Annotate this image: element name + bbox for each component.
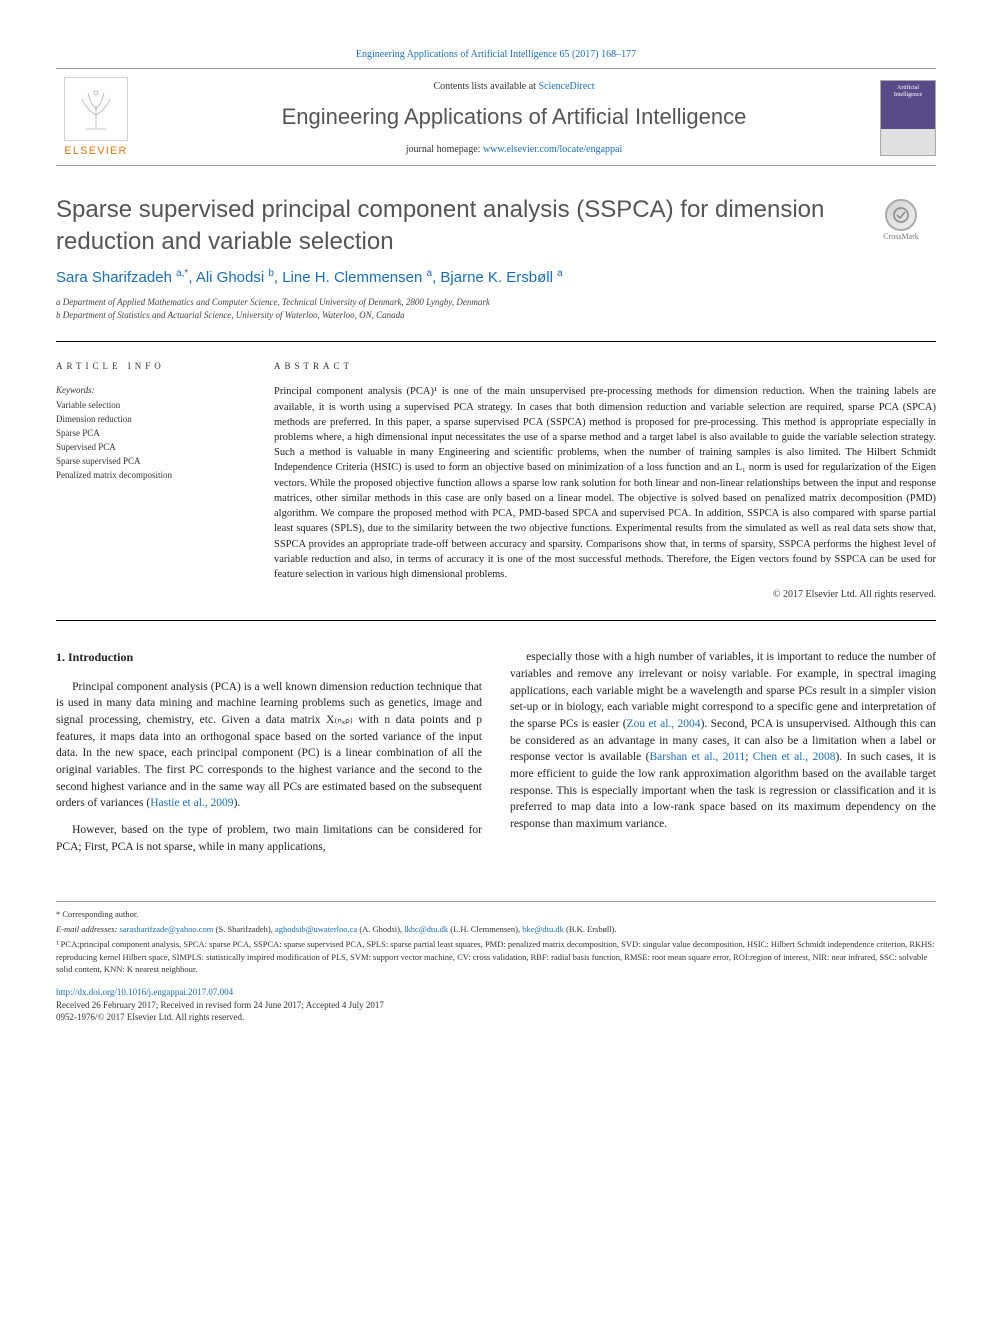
received-line: Received 26 February 2017; Received in r… [56, 999, 936, 1012]
article-title: Sparse supervised principal component an… [56, 194, 866, 256]
contents-prefix: Contents lists available at [433, 81, 538, 92]
section-heading: 1. Introduction [56, 649, 482, 666]
banner-center: Contents lists available at ScienceDirec… [148, 80, 880, 157]
title-row: Sparse supervised principal component an… [56, 194, 936, 256]
affiliation-a: a Department of Applied Mathematics and … [56, 296, 936, 310]
article-info-label: ARTICLE INFO [56, 360, 246, 373]
header-citation: Engineering Applications of Artificial I… [56, 48, 936, 62]
affiliation-b: b Department of Statistics and Actuarial… [56, 309, 936, 323]
keyword: Penalized matrix decomposition [56, 469, 246, 483]
crossmark-badge[interactable]: CrossMark [866, 194, 936, 246]
abstract-copyright: © 2017 Elsevier Ltd. All rights reserved… [274, 588, 936, 602]
footnotes: * Corresponding author. E-mail addresses… [56, 901, 936, 976]
body-paragraph: However, based on the type of problem, t… [56, 822, 482, 855]
journal-name: Engineering Applications of Artificial I… [148, 102, 880, 133]
keyword: Sparse supervised PCA [56, 455, 246, 469]
keyword: Sparse PCA [56, 427, 246, 441]
info-abstract-row: ARTICLE INFO Keywords: Variable selectio… [56, 360, 936, 602]
citation-link[interactable]: Hastie et al., 2009 [150, 797, 233, 809]
rule-top [56, 341, 936, 342]
body-paragraph: especially those with a high number of v… [510, 649, 936, 832]
doi-link[interactable]: http://dx.doi.org/10.1016/j.engappai.201… [56, 987, 233, 997]
rule-bottom [56, 620, 936, 621]
citation-link[interactable]: Barshan et al., 2011 [649, 751, 745, 763]
keyword: Supervised PCA [56, 441, 246, 455]
page-root: Engineering Applications of Artificial I… [0, 0, 992, 1064]
crossmark-label: CrossMark [883, 231, 919, 242]
cover-line2: Intelligence [894, 92, 922, 99]
journal-cover-thumb: Artificial Intelligence [880, 80, 936, 156]
journal-banner: ELSEVIER Contents lists available at Sci… [56, 68, 936, 166]
abstract-text: Principal component analysis (PCA)¹ is o… [274, 384, 936, 582]
cover-line1: Artificial [897, 85, 919, 92]
publisher-logo: ELSEVIER [56, 77, 136, 159]
publisher-name: ELSEVIER [64, 144, 127, 159]
section-num: 1. [56, 650, 65, 664]
email-link[interactable]: bke@dtu.dk [522, 924, 564, 934]
doi-block: http://dx.doi.org/10.1016/j.engappai.201… [56, 986, 936, 1024]
abbreviations: ¹ PCA:principal component analysis, SPCA… [56, 938, 936, 976]
affiliations: a Department of Applied Mathematics and … [56, 296, 936, 323]
section-title: Introduction [68, 650, 133, 664]
citation-link[interactable]: Zou et al., 2004 [627, 718, 701, 730]
email-link[interactable]: aghodsib@uwaterloo.ca [275, 924, 357, 934]
elsevier-tree-icon [64, 77, 128, 141]
email-link[interactable]: sarasharifzade@yahoo.com [119, 924, 213, 934]
crossmark-icon [885, 199, 917, 231]
keyword: Dimension reduction [56, 413, 246, 427]
keyword: Variable selection [56, 399, 246, 413]
keywords-head: Keywords: [56, 384, 246, 397]
email-line: E-mail addresses: sarasharifzade@yahoo.c… [56, 923, 936, 936]
journal-homepage: journal homepage: www.elsevier.com/locat… [148, 143, 880, 157]
homepage-link[interactable]: www.elsevier.com/locate/engappai [483, 144, 622, 155]
authors-line: Sara Sharifzadeh a,*, Ali Ghodsi b, Line… [56, 267, 936, 288]
sciencedirect-link[interactable]: ScienceDirect [538, 81, 594, 92]
body-paragraph: Principal component analysis (PCA) is a … [56, 679, 482, 812]
abstract-label: ABSTRACT [274, 360, 936, 373]
article-info-col: ARTICLE INFO Keywords: Variable selectio… [56, 360, 246, 602]
abstract-col: ABSTRACT Principal component analysis (P… [274, 360, 936, 602]
keywords-list: Variable selection Dimension reduction S… [56, 399, 246, 483]
body-columns: 1. Introduction Principal component anal… [56, 649, 936, 855]
homepage-prefix: journal homepage: [406, 144, 483, 155]
email-link[interactable]: lkhc@dtu.dk [404, 924, 448, 934]
corresponding-author: * Corresponding author. [56, 908, 936, 921]
contents-list-line: Contents lists available at ScienceDirec… [148, 80, 880, 94]
citation-link[interactable]: Chen et al., 2008 [753, 751, 836, 763]
issn-line: 0952-1976/© 2017 Elsevier Ltd. All right… [56, 1011, 936, 1024]
email-label: E-mail addresses: [56, 924, 119, 934]
